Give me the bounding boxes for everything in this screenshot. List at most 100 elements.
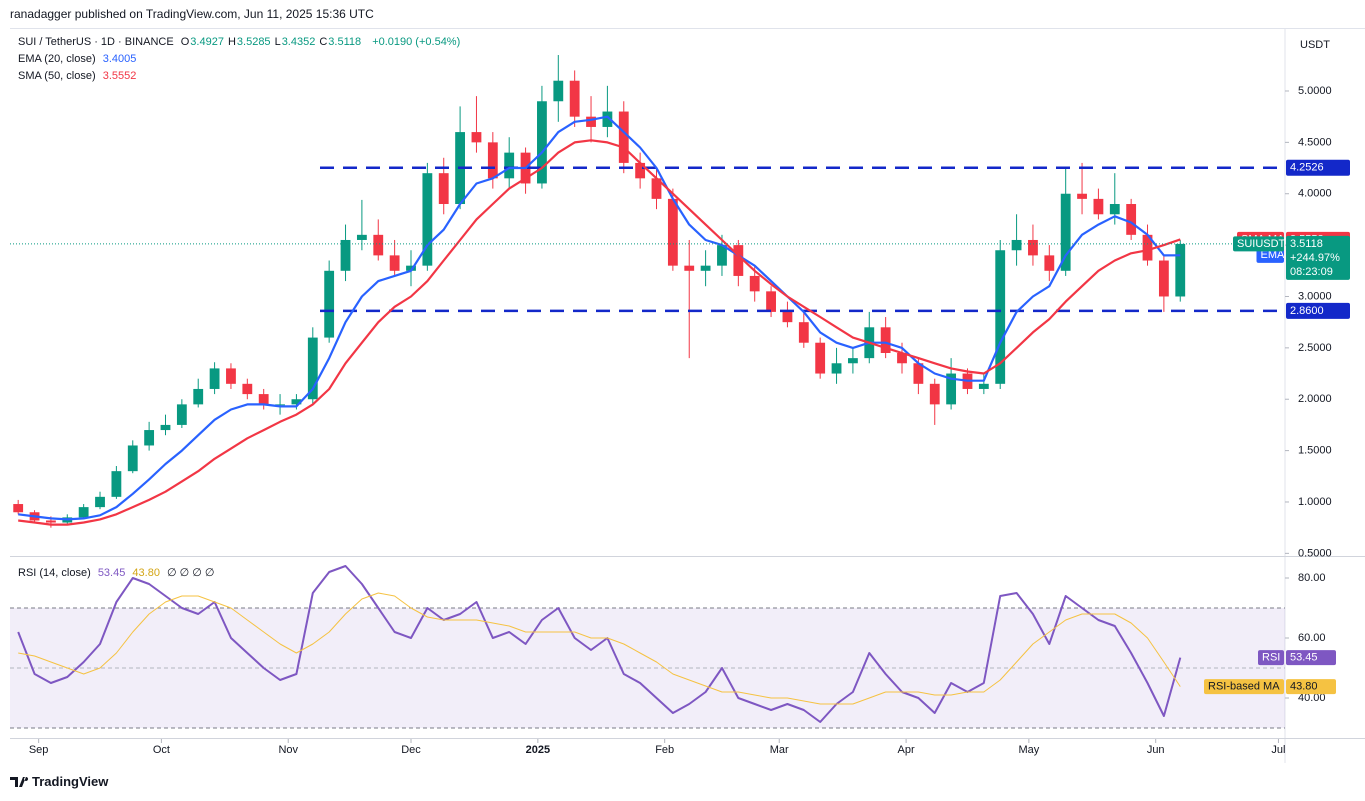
legend-ema: EMA (20, close) 3.4005 <box>18 53 140 65</box>
y-tick-label: 0.5000 <box>1298 547 1332 559</box>
candle-body <box>209 368 220 389</box>
candle-body <box>291 399 302 405</box>
candle-body <box>847 358 858 364</box>
x-tick-label: Jul <box>1271 744 1285 756</box>
series-tag-bg <box>1204 679 1284 695</box>
candle-body <box>504 152 515 179</box>
y-tick-label: 60.00 <box>1298 632 1326 644</box>
candle-body <box>1044 255 1055 271</box>
candle-body <box>537 101 547 184</box>
candle-body <box>684 265 695 271</box>
candle-body <box>275 404 285 406</box>
ohlc-value: 3.5118 <box>328 36 362 48</box>
symbol-title: SUI / TetherUS · 1D · BINANCE <box>18 36 174 48</box>
candle-body <box>766 291 776 312</box>
level-label: 2.8600 <box>1290 305 1324 317</box>
rsi-band <box>10 608 1285 728</box>
ohlc-value: 3.4927 <box>190 36 224 48</box>
candle-body <box>553 80 564 102</box>
candle-body <box>749 275 760 292</box>
candle-body <box>176 404 187 425</box>
y-tick-label: 1.5000 <box>1298 445 1332 457</box>
y-tick-label: 3.5000 <box>1298 239 1332 251</box>
candle-body <box>438 173 449 205</box>
change: +0.0190 (+0.54%) <box>372 36 461 48</box>
level-label-bg <box>1286 159 1350 176</box>
candle-body <box>29 512 40 521</box>
logo <box>10 776 29 787</box>
plot-bg <box>0 28 1365 763</box>
candle-body <box>13 504 24 513</box>
y-tick-label: 5.0000 <box>1298 85 1332 97</box>
x-tick-label: Sep <box>29 744 49 756</box>
publish-info: ranadagger published on TradingView.com,… <box>10 7 374 21</box>
candle-body <box>995 250 1006 384</box>
ohlc-label: O <box>180 36 190 48</box>
candle-body <box>1093 198 1104 215</box>
candle-body <box>1011 239 1022 251</box>
candle-body <box>111 471 122 497</box>
candle-body <box>406 265 416 271</box>
ohlc-value: 3.4352 <box>281 36 316 48</box>
y-tick-label: 2.0000 <box>1298 393 1332 405</box>
y-tick-label: 4.0000 <box>1298 188 1332 200</box>
candle-body <box>962 373 973 389</box>
series-value-tag: 43.80 <box>1290 681 1318 693</box>
ohlc-label: L <box>274 36 281 48</box>
legend-label: SMA (50, close) <box>18 70 96 82</box>
legend-label: EMA (20, close) <box>18 53 96 65</box>
legend-value: 43.80 <box>132 567 160 579</box>
series-value-tag: 53.45 <box>1290 652 1318 664</box>
candle-body <box>782 311 793 323</box>
candle-body <box>520 152 531 184</box>
legend-rsi: RSI (14, close) 53.45 43.80 ∅ ∅ ∅ ∅ <box>18 566 219 579</box>
ohlc-label: C <box>319 36 328 48</box>
candle-body <box>1109 204 1120 215</box>
series-line <box>18 115 1181 521</box>
candle-body <box>373 234 384 256</box>
y-tick-label: 2.5000 <box>1298 342 1332 354</box>
series-line <box>18 139 1181 526</box>
candle-body <box>471 132 482 143</box>
candle-body <box>324 270 335 338</box>
candle-body <box>389 255 400 271</box>
candle-body <box>95 496 105 508</box>
legend-extra: ∅ ∅ ∅ ∅ <box>167 567 215 579</box>
series-tag: RSI <box>1262 652 1280 664</box>
price-tag-value: 3.5118 <box>1290 238 1323 250</box>
x-tick-label: Dec <box>401 744 421 756</box>
candle-body <box>340 239 351 271</box>
y-tick-label: 4.5000 <box>1298 136 1332 148</box>
series-value-tag-bg <box>1286 247 1350 263</box>
legend-main: SUI / TetherUS · 1D · BINANCE O3.4927 H3.… <box>18 36 464 48</box>
series-value-tag-bg <box>1286 679 1336 695</box>
candle-body <box>1028 239 1038 256</box>
price-tag-countdown: 08:23:09 <box>1290 266 1333 278</box>
level-label-bg <box>1286 302 1350 319</box>
series-tag-bg <box>1237 231 1284 247</box>
x-tick-label: 2025 <box>526 744 550 756</box>
candle-body <box>1158 260 1169 297</box>
candle-body <box>307 337 318 400</box>
candle-body <box>144 430 155 446</box>
candle-body <box>1126 204 1137 235</box>
candle-body <box>356 234 367 240</box>
candle-body <box>487 142 498 179</box>
candle-body <box>864 327 875 359</box>
candle-body <box>586 116 596 127</box>
candle-body <box>798 322 809 343</box>
candle-body <box>946 373 957 405</box>
currency: USDT <box>1300 39 1330 51</box>
series-tag: RSI-based MA <box>1208 681 1280 693</box>
legend-value: 3.4005 <box>102 53 137 65</box>
series-line <box>18 592 1181 705</box>
candle-body <box>160 424 171 431</box>
x-tick-label: Jun <box>1147 744 1165 756</box>
candle-body <box>913 363 924 384</box>
x-tick-label: Mar <box>770 744 789 756</box>
candle-body <box>569 80 580 117</box>
x-tick-label: Apr <box>898 744 915 756</box>
candle-body <box>46 520 56 523</box>
ohlc: O3.4927 H3.5285 L3.4352 C3.5118 <box>181 36 365 48</box>
